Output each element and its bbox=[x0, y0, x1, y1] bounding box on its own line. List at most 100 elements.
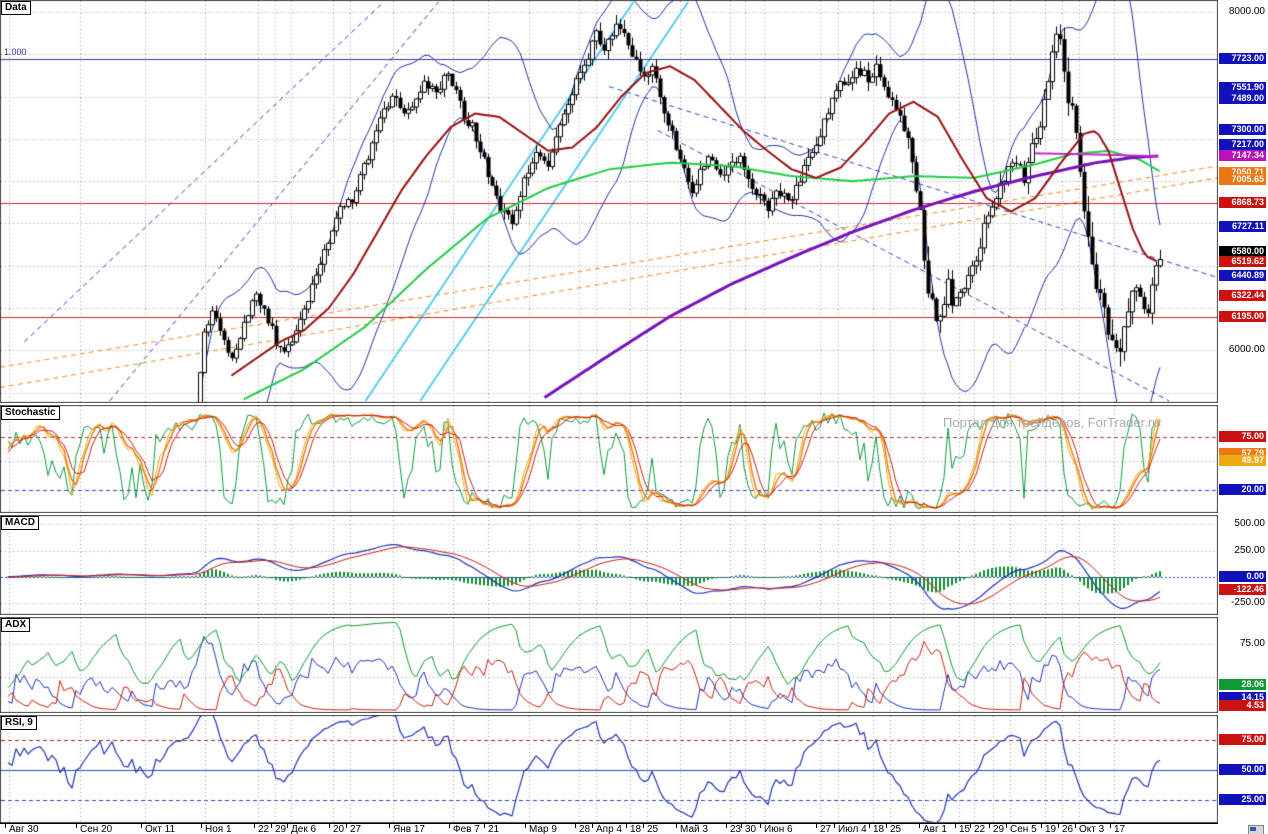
date-label: Май 3 bbox=[680, 824, 708, 834]
date-label: Авг 30 bbox=[9, 824, 39, 834]
date-label: 21 bbox=[488, 824, 500, 834]
panel-label-macd[interactable]: MACD bbox=[1, 516, 39, 530]
axis-tick bbox=[676, 824, 677, 828]
axis-tick bbox=[484, 824, 485, 828]
axis-tick bbox=[525, 824, 526, 828]
axis-tick bbox=[1110, 824, 1111, 828]
axis-tick bbox=[869, 824, 870, 828]
panel-label-data[interactable]: Data bbox=[1, 1, 31, 15]
axis-tick bbox=[886, 824, 887, 828]
axis-tick bbox=[1006, 824, 1007, 828]
fibonacci-level-label: 1.000 bbox=[4, 47, 27, 57]
price-level-chip: 7489.00 bbox=[1219, 93, 1266, 104]
price-level-chip: 28.06 bbox=[1219, 679, 1266, 690]
price-level-chip: 6440.89 bbox=[1219, 270, 1266, 281]
axis-tick bbox=[1075, 824, 1076, 828]
price-level-chip: 7147.34 bbox=[1219, 150, 1266, 161]
macd-panel-canvas[interactable] bbox=[0, 515, 1218, 615]
price-level-chip: 25.00 bbox=[1219, 794, 1266, 805]
date-label: Янв 17 bbox=[393, 824, 425, 834]
axis-tick bbox=[741, 824, 742, 828]
axis-tick bbox=[5, 824, 6, 828]
date-label: 26 bbox=[1062, 824, 1074, 834]
axis-tick bbox=[919, 824, 920, 828]
axis-scale-label: 250.00 bbox=[1234, 545, 1265, 556]
price-panel-canvas[interactable] bbox=[0, 0, 1218, 403]
price-level-chip: 7551.90 bbox=[1219, 82, 1266, 93]
panel-label-rsi[interactable]: RSI, 9 bbox=[1, 716, 37, 730]
axis-tick bbox=[626, 824, 627, 828]
panel-label-adx[interactable]: ADX bbox=[1, 618, 31, 632]
axis-tick bbox=[449, 824, 450, 828]
axis-tick bbox=[989, 824, 990, 828]
date-label: 18 bbox=[873, 824, 885, 834]
date-label: Апр 4 bbox=[596, 824, 622, 834]
date-label: Июн 6 bbox=[764, 824, 793, 834]
price-level-chip: 14.15 bbox=[1219, 692, 1266, 703]
date-label: 17 bbox=[1114, 824, 1126, 834]
date-label: 22 bbox=[974, 824, 986, 834]
price-level-chip: 6195.00 bbox=[1219, 311, 1266, 322]
axis-tick bbox=[254, 824, 255, 828]
price-level-chip: 50.00 bbox=[1219, 764, 1266, 775]
axis-scale-label: 500.00 bbox=[1234, 518, 1265, 529]
date-label: 29 bbox=[275, 824, 287, 834]
axis-tick bbox=[575, 824, 576, 828]
stochastic-panel-canvas[interactable] bbox=[0, 405, 1218, 513]
price-level-chip: 75.00 bbox=[1219, 431, 1266, 442]
price-level-chip: 0.00 bbox=[1219, 571, 1266, 582]
date-label: 27 bbox=[350, 824, 362, 834]
date-label: 28 bbox=[579, 824, 591, 834]
date-label: Фев 7 bbox=[453, 824, 480, 834]
price-level-chip: 7005.65 bbox=[1219, 174, 1266, 185]
corner-logo-icon bbox=[1248, 825, 1264, 834]
watermark: Портал для трейдеров, ForTrader.ru bbox=[943, 415, 1160, 430]
price-level-chip: 75.00 bbox=[1219, 734, 1266, 745]
date-label: 25 bbox=[890, 824, 902, 834]
date-label: 18 bbox=[630, 824, 642, 834]
date-label: Мар 9 bbox=[529, 824, 557, 834]
price-level-chip: 4.53 bbox=[1219, 700, 1266, 711]
date-label: Авг 1 bbox=[923, 824, 947, 834]
price-level-chip: 7300.00 bbox=[1219, 124, 1266, 135]
date-label: 25 bbox=[647, 824, 659, 834]
axis-tick bbox=[329, 824, 330, 828]
date-label: Июл 4 bbox=[838, 824, 867, 834]
axis-tick bbox=[141, 824, 142, 828]
axis-tick bbox=[970, 824, 971, 828]
panel-label-stochastic[interactable]: Stochastic bbox=[1, 406, 60, 420]
axis-scale-label: 8000.00 bbox=[1228, 6, 1265, 17]
date-label: 22 bbox=[258, 824, 270, 834]
price-level-chip: 6519.62 bbox=[1219, 256, 1266, 267]
axis-scale-label: 6000.00 bbox=[1228, 344, 1265, 355]
axis-tick bbox=[389, 824, 390, 828]
date-label: Дек 6 bbox=[291, 824, 317, 834]
date-label: 23 bbox=[730, 824, 742, 834]
axis-tick bbox=[816, 824, 817, 828]
date-label: 19 bbox=[1045, 824, 1057, 834]
axis-scale-label: 75.00 bbox=[1239, 638, 1265, 649]
date-label: 15 bbox=[959, 824, 971, 834]
date-label: 29 bbox=[993, 824, 1005, 834]
price-scale-column: 8000.00 7723.00 7551.90 7489.00 7300.00 7217.… bbox=[1218, 0, 1268, 834]
axis-tick bbox=[287, 824, 288, 828]
axis-tick bbox=[726, 824, 727, 828]
price-level-chip: -122.46 bbox=[1219, 584, 1266, 595]
axis-tick bbox=[760, 824, 761, 828]
axis-tick bbox=[834, 824, 835, 828]
adx-panel-canvas[interactable] bbox=[0, 617, 1218, 713]
rsi-panel-canvas[interactable] bbox=[0, 715, 1218, 823]
date-label: Сен 20 bbox=[80, 824, 113, 834]
date-label: Окт 3 bbox=[1079, 824, 1105, 834]
axis-tick bbox=[201, 824, 202, 828]
axis-tick bbox=[643, 824, 644, 828]
axis-tick bbox=[271, 824, 272, 828]
price-level-chip: 6322.44 bbox=[1219, 290, 1266, 301]
date-axis: Авг 30 Сен 20 Окт 11 Ноя 1 22 29 Дек 6 20 27 Янв … bbox=[0, 823, 1218, 834]
date-label: Ноя 1 bbox=[205, 824, 232, 834]
axis-tick bbox=[1041, 824, 1042, 828]
price-level-chip: 7050.71 bbox=[1219, 167, 1266, 178]
price-level-chip: 57.79 bbox=[1219, 448, 1266, 459]
price-level-chip: 7217.00 bbox=[1219, 139, 1266, 150]
